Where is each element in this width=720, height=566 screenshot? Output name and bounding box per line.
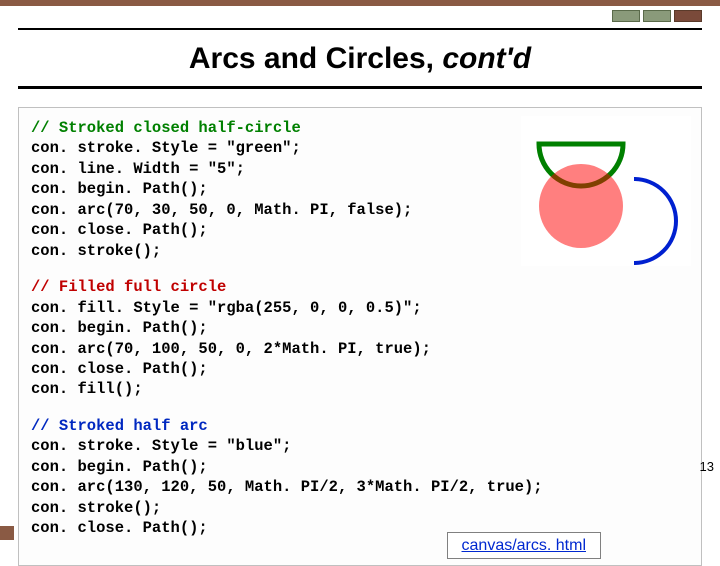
code-line: con. stroke. Style = "blue"; [31, 437, 291, 455]
code-line: con. close. Path(); [31, 519, 208, 537]
code-line: con. stroke. Style = "green"; [31, 139, 301, 157]
code-line: con. arc(70, 30, 50, 0, Math. PI, false)… [31, 201, 412, 219]
code-line: con. begin. Path(); [31, 180, 208, 198]
code-line: con. line. Width = "5"; [31, 160, 245, 178]
red-circle [539, 164, 623, 248]
code-section-3: // Stroked half arc con. stroke. Style =… [31, 416, 689, 539]
preview-svg [521, 116, 691, 266]
title-text: Arcs and Circles, [189, 42, 442, 75]
code-block: // Stroked closed half-circle con. strok… [18, 107, 702, 566]
top-accent-bar [0, 0, 720, 6]
decor-square [612, 10, 640, 22]
code-line: con. fill. Style = "rgba(255, 0, 0, 0.5)… [31, 299, 422, 317]
code-line: con. arc(130, 120, 50, Math. PI/2, 3*Mat… [31, 478, 543, 496]
page-number: 13 [700, 459, 714, 474]
link-text: canvas/arcs. html [462, 537, 586, 554]
code-line: con. close. Path(); [31, 360, 208, 378]
decor-square [643, 10, 671, 22]
code-line: con. arc(70, 100, 50, 0, 2*Math. PI, tru… [31, 340, 431, 358]
code-section-2: // Filled full circle con. fill. Style =… [31, 277, 689, 400]
corner-decor [612, 10, 702, 22]
code-line: con. begin. Path(); [31, 458, 208, 476]
code-line: con. close. Path(); [31, 221, 208, 239]
comment: // Filled full circle [31, 278, 226, 296]
source-link[interactable]: canvas/arcs. html [447, 532, 601, 559]
rule-under-title [18, 86, 702, 89]
code-line: con. stroke(); [31, 499, 161, 517]
blue-arc [634, 179, 676, 263]
slide-title: Arcs and Circles, cont'd [0, 30, 720, 86]
footer-corner [0, 526, 14, 540]
comment: // Stroked closed half-circle [31, 119, 301, 137]
canvas-preview [521, 116, 691, 266]
title-contd: cont'd [442, 42, 531, 75]
code-line: con. fill(); [31, 380, 143, 398]
decor-square [674, 10, 702, 22]
code-line: con. stroke(); [31, 242, 161, 260]
comment: // Stroked half arc [31, 417, 208, 435]
code-line: con. begin. Path(); [31, 319, 208, 337]
